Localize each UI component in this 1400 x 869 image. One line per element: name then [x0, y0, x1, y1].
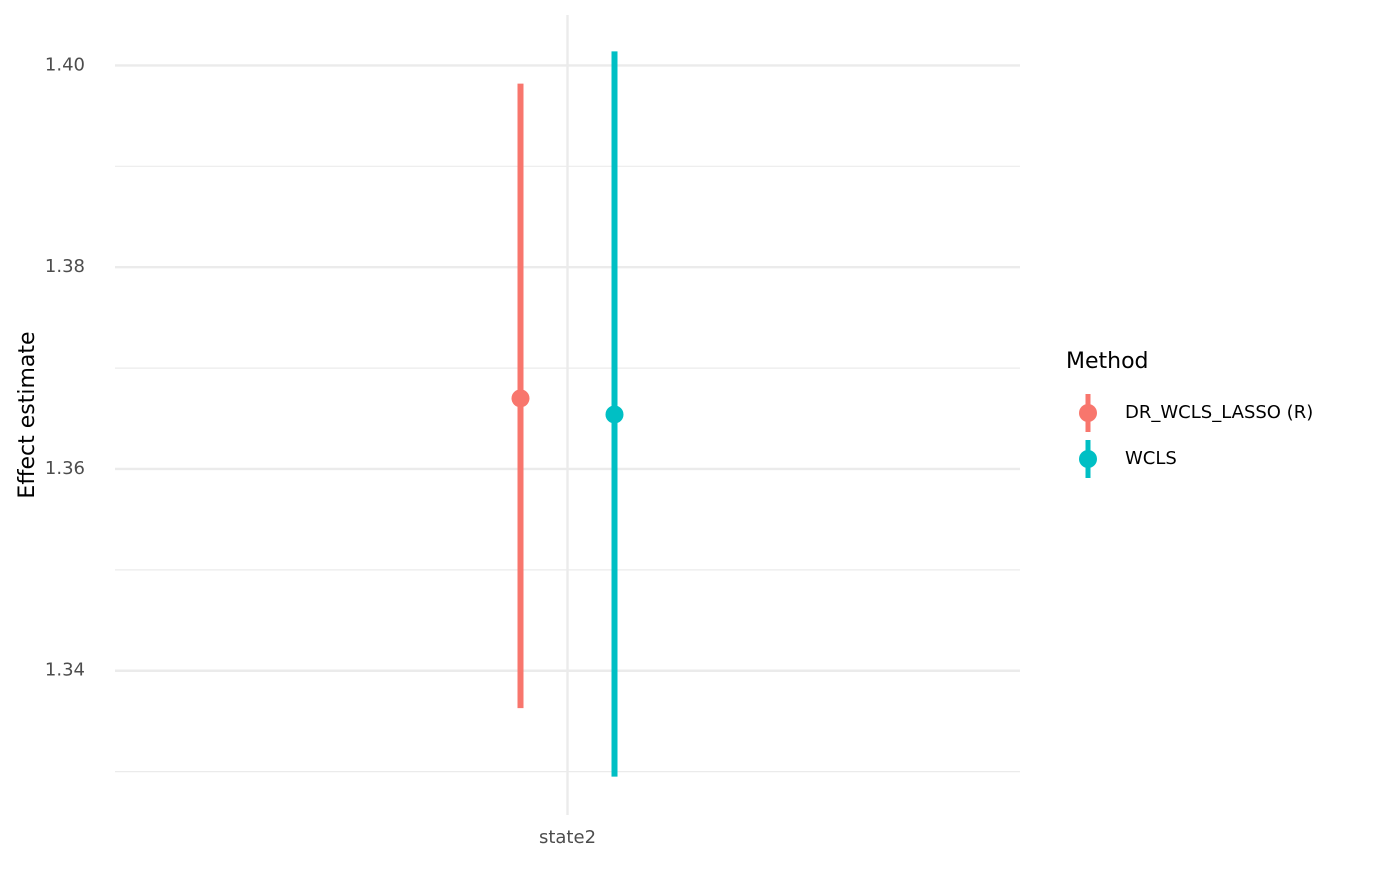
legend-key-point [1079, 450, 1097, 468]
y-tick-label: 1.38 [45, 256, 85, 277]
legend-key-point [1079, 404, 1097, 422]
y-tick-label: 1.40 [45, 54, 85, 75]
legend-label: WCLS [1125, 448, 1177, 469]
x-tick-label: state2 [539, 827, 596, 848]
y-axis-title: Effect estimate [15, 331, 40, 498]
point [605, 405, 624, 424]
legend-label: DR_WCLS_LASSO (R) [1125, 402, 1313, 423]
legend-title: Method [1066, 349, 1149, 374]
y-tick-label: 1.34 [45, 660, 85, 681]
y-tick-label: 1.36 [45, 458, 85, 479]
point [511, 389, 530, 408]
